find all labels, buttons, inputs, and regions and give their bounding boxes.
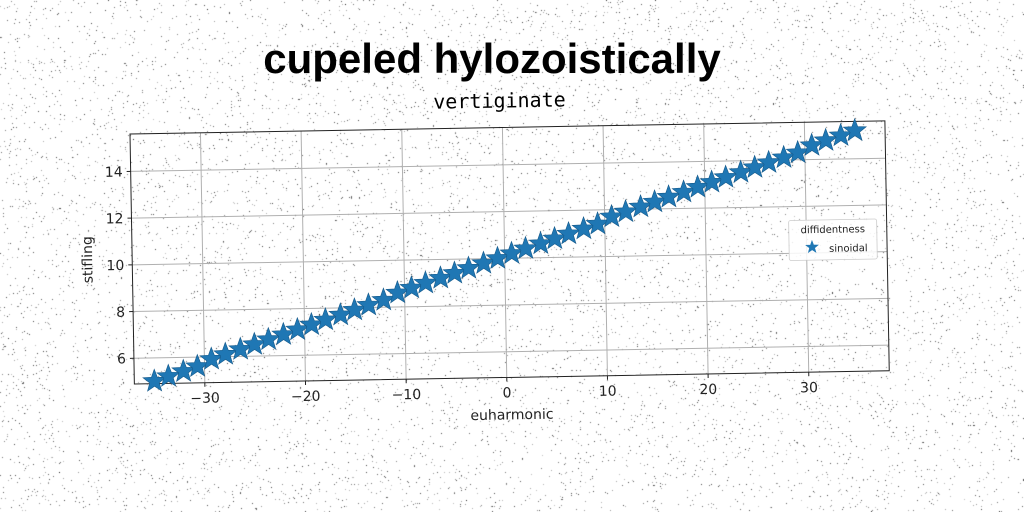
legend-entry-label: sinoidal xyxy=(829,243,868,255)
grid-line-x xyxy=(602,125,608,376)
grid-line-x xyxy=(199,132,206,383)
x-tick-label: 0 xyxy=(502,385,511,401)
grid-line-y xyxy=(133,344,889,359)
page-heading: cupeled hylozoistically xyxy=(263,35,721,82)
data-point-star xyxy=(456,255,481,279)
x-tick-label: 10 xyxy=(599,384,617,400)
data-point-star xyxy=(313,307,338,331)
y-tick-label: 12 xyxy=(106,211,124,227)
grid-line-y xyxy=(131,204,887,219)
data-point-star xyxy=(513,235,538,260)
y-tick-label: 8 xyxy=(116,305,125,321)
grid-line-x xyxy=(401,129,407,380)
y-tick-label: 10 xyxy=(106,258,124,274)
y-tick-label: 14 xyxy=(105,165,123,181)
data-point-star xyxy=(213,341,238,365)
data-point-star xyxy=(556,220,581,245)
data-point-star xyxy=(356,292,381,316)
data-point-star xyxy=(256,326,281,351)
data-points xyxy=(142,117,868,392)
grid-line-y xyxy=(133,297,888,313)
data-point-star xyxy=(813,127,838,152)
data-point-star xyxy=(842,117,868,142)
x-tick-label: 20 xyxy=(699,382,717,398)
data-point-star xyxy=(413,270,438,294)
x-axis-ticks: −30 −20 −10 0 10 20 30 xyxy=(190,372,818,407)
x-tick-label: 30 xyxy=(800,380,818,396)
data-point-star xyxy=(613,198,638,223)
x-axis-label: euharmonic xyxy=(470,407,553,424)
y-axis-label: stifling xyxy=(80,236,97,283)
data-point-star xyxy=(713,164,738,188)
grid-line-x xyxy=(703,123,709,374)
x-tick-label: −30 xyxy=(190,390,220,407)
data-point-star xyxy=(656,184,681,208)
x-tick-label: −20 xyxy=(291,389,321,406)
legend: diffidentness sinoidal xyxy=(788,218,878,261)
data-point-star xyxy=(756,149,781,174)
chart-title: vertiginate xyxy=(433,87,566,113)
y-tick-label: 6 xyxy=(117,351,126,367)
legend-marker-star xyxy=(805,239,819,254)
legend-title: diffidentness xyxy=(800,224,865,236)
plot-area: vertiginate −30 −20 −10 0 10 20 30 6 8 10 12 14 eu… xyxy=(80,87,890,424)
data-point-star xyxy=(156,363,181,387)
y-axis-ticks: 6 8 10 12 14 xyxy=(105,165,134,368)
plot-frame xyxy=(129,120,890,385)
x-tick-label: −10 xyxy=(391,387,421,404)
